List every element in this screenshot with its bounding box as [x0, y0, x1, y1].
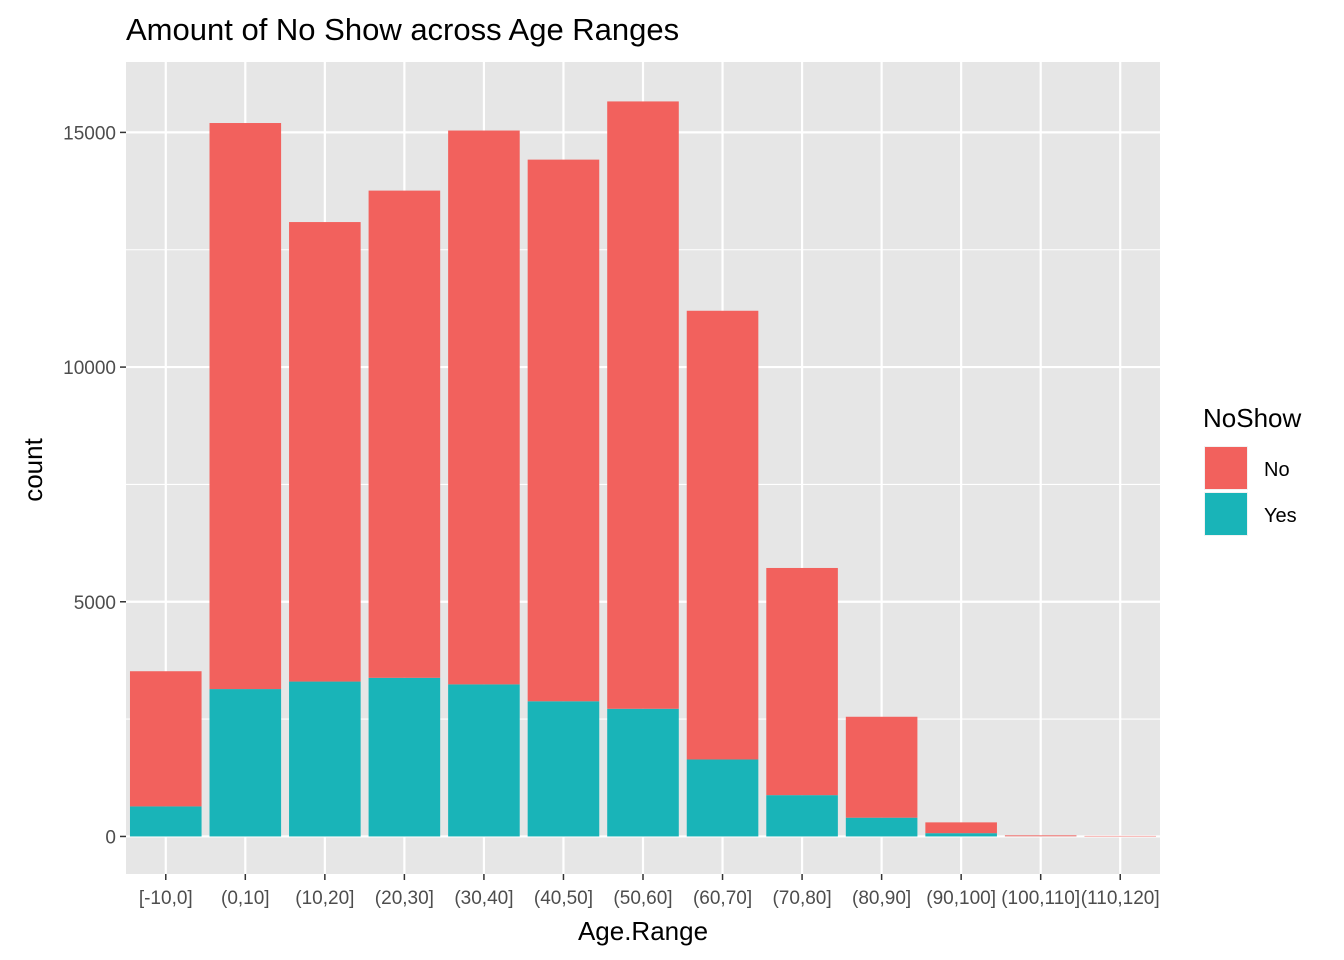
bar-yes-10: [925, 833, 997, 837]
y-axis-title: count: [18, 437, 48, 501]
x-tick-label: (60,70]: [693, 888, 752, 909]
bar-no-4: [448, 130, 520, 685]
bar-no-9: [845, 716, 918, 818]
bar-no-5: [527, 159, 600, 702]
x-tick-label: (30,40]: [454, 888, 513, 909]
x-tick-label: (90,100]: [926, 888, 996, 909]
y-tick-label: 0: [105, 827, 116, 848]
x-tick-label: (100,110]: [1001, 888, 1080, 909]
x-tick-label: (40,50]: [534, 888, 593, 909]
legend-title: NoShow: [1203, 403, 1301, 433]
bar-no-10: [925, 822, 997, 834]
y-tick-label: 10000: [63, 358, 116, 379]
bar-yes-9: [845, 817, 918, 837]
legend-swatch-yes: [1205, 493, 1247, 535]
x-axis: [-10,0] (0,10] (10,20] (20,30] (30,40] (40,50…: [139, 874, 1160, 909]
x-tick-label: (70,80]: [772, 888, 831, 909]
bar-yes-7: [686, 759, 759, 837]
bar-no-2: [289, 222, 361, 682]
legend-label-no: No: [1264, 459, 1290, 481]
bar-yes-2: [289, 681, 361, 837]
bar-no-8: [766, 567, 838, 796]
x-tick-label: (20,30]: [375, 888, 434, 909]
x-axis-title: Age.Range: [578, 916, 708, 946]
bar-no-1: [209, 123, 282, 690]
legend-swatch-no: [1205, 447, 1247, 489]
x-tick-label: (50,60]: [613, 888, 672, 909]
bar-yes-5: [527, 701, 600, 837]
y-tick-label: 15000: [63, 123, 116, 144]
bar-yes-4: [448, 684, 520, 837]
y-axis: 0 5000 10000 15000: [63, 123, 126, 848]
bar-no-0: [129, 671, 202, 807]
bar-yes-6: [607, 708, 679, 837]
x-tick-label: (0,10]: [221, 888, 270, 909]
bars: [129, 101, 1157, 837]
x-tick-label: (10,20]: [295, 888, 354, 909]
bar-yes-0: [129, 806, 202, 837]
bar-yes-3: [368, 677, 441, 837]
legend: NoShow No Yes: [1203, 403, 1301, 536]
bar-no-6: [607, 101, 679, 709]
bar-no-11: [1004, 835, 1077, 837]
chart-title: Amount of No Show across Age Ranges: [126, 12, 679, 47]
x-tick-label: (80,90]: [852, 888, 911, 909]
legend-label-yes: Yes: [1264, 505, 1297, 527]
bar-yes-8: [766, 795, 838, 837]
y-tick-label: 5000: [74, 593, 116, 614]
x-tick-label: (110,120]: [1081, 888, 1160, 909]
bar-yes-1: [209, 689, 282, 837]
bar-no-3: [368, 190, 441, 678]
bar-no-7: [686, 310, 759, 760]
x-tick-label: [-10,0]: [139, 888, 193, 909]
